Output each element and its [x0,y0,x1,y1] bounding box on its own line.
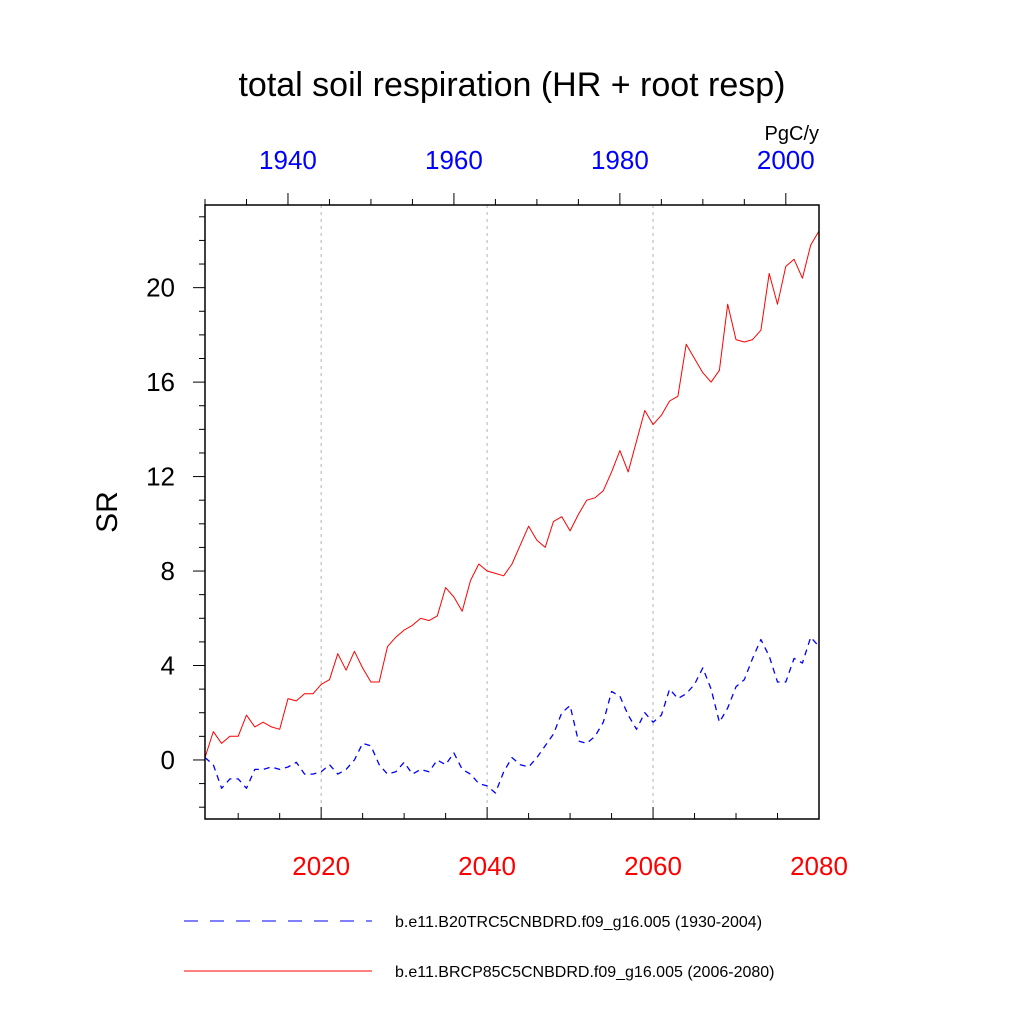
legend-label-historical: b.e11.B20TRC5CNBDRD.f09_g16.005 (1930-20… [395,914,762,931]
y-axis-tick-label-16: 16 [146,367,175,397]
series-line-historical [204,636,820,794]
y-axis-tick-label-8: 8 [161,556,175,586]
axes: 2020 2040 2060 2080 1940 1960 1980 2000 0 4 8 12 16 2… [146,145,848,881]
top-axis-tick-label-2000: 2000 [757,145,815,175]
y-axis-tick-label-4: 4 [161,651,175,681]
y-axis-tick-label-20: 20 [146,273,175,303]
series-lines [204,230,820,794]
bottom-axis-tick-label-2060: 2060 [624,851,682,881]
legend: b.e11.B20TRC5CNBDRD.f09_g16.005 (1930-20… [184,914,774,981]
plot-frame [204,204,820,820]
bottom-axis-tick-label-2020: 2020 [292,851,350,881]
y-axis-label: SR [91,491,124,533]
chart-title: total soil respiration (HR + root resp) [238,66,785,104]
top-axis-tick-label-1960: 1960 [425,145,483,175]
y-axis-tick-label-12: 12 [146,462,175,492]
bottom-axis-tick-label-2040: 2040 [458,851,516,881]
series-line-rcp85 [204,230,820,758]
units-label: PgC/y [765,123,819,145]
top-axis-tick-label-1940: 1940 [259,145,317,175]
bottom-axis-tick-label-2080: 2080 [790,851,848,881]
grid-lines [320,205,654,819]
y-axis-tick-label-0: 0 [161,745,175,775]
top-axis-tick-label-1980: 1980 [591,145,649,175]
legend-label-rcp85: b.e11.BRCP85C5CNBDRD.f09_g16.005 (2006-2… [395,964,774,981]
